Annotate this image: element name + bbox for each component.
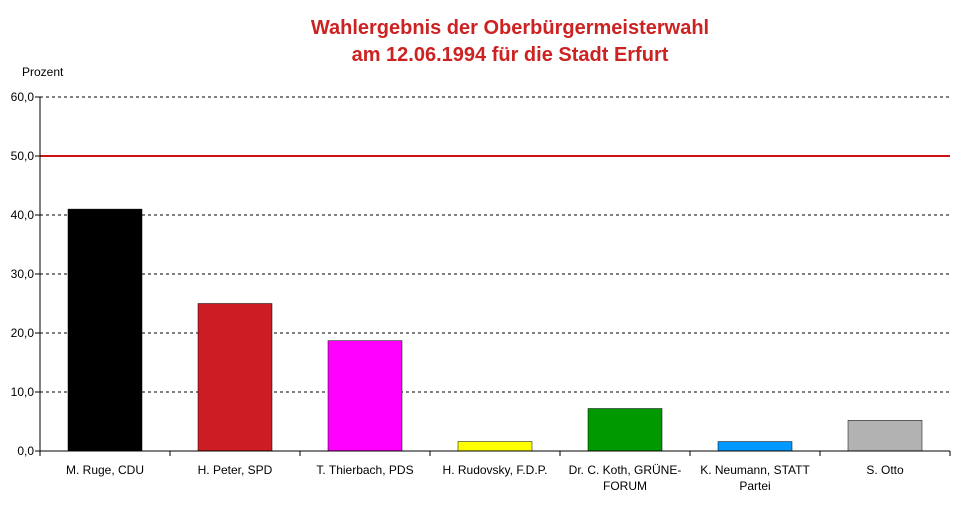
- chart-title-line-1: Wahlergebnis der Oberbürgermeisterwahl: [311, 17, 709, 39]
- gridlines: [40, 96, 950, 393]
- x-tick-label: Dr. C. Koth, GRÜNE-: [569, 463, 682, 477]
- bar: [197, 303, 273, 452]
- bar: [327, 340, 403, 452]
- x-tick-label: Partei: [739, 479, 770, 493]
- y-tick-label: 40,0: [11, 208, 35, 222]
- bar: [67, 208, 143, 452]
- x-tick-label: S. Otto: [866, 463, 904, 477]
- y-tick-label: 60,0: [11, 90, 35, 104]
- x-tick-label: H. Peter, SPD: [198, 463, 273, 477]
- bar: [717, 441, 793, 452]
- x-tick-label: H. Rudovsky, F.D.P.: [443, 463, 548, 477]
- bar: [847, 420, 923, 452]
- chart-title-line-2: am 12.06.1994 für die Stadt Erfurt: [352, 44, 669, 66]
- y-tick-label: 30,0: [11, 267, 35, 281]
- x-tick-label: M. Ruge, CDU: [66, 463, 144, 477]
- bars: [40, 155, 950, 452]
- y-tick-label: 20,0: [11, 326, 35, 340]
- bar: [457, 441, 533, 452]
- y-tick-label: 0,0: [17, 444, 34, 458]
- bar: [587, 408, 663, 452]
- y-tick-labels: 0,0 10,0 20,0 30,0 40,0 50,0 60,0: [11, 90, 35, 458]
- x-tick-label: FORUM: [603, 479, 647, 493]
- y-axis-label: Prozent: [22, 65, 64, 79]
- y-tick-label: 10,0: [11, 385, 35, 399]
- x-tick-labels: M. Ruge, CDU H. Peter, SPD T. Thierbach, P…: [66, 463, 904, 493]
- x-tick-label: K. Neumann, STATT: [700, 463, 810, 477]
- x-tick-label: T. Thierbach, PDS: [316, 463, 413, 477]
- axes: [35, 96, 951, 456]
- y-tick-label: 50,0: [11, 149, 35, 163]
